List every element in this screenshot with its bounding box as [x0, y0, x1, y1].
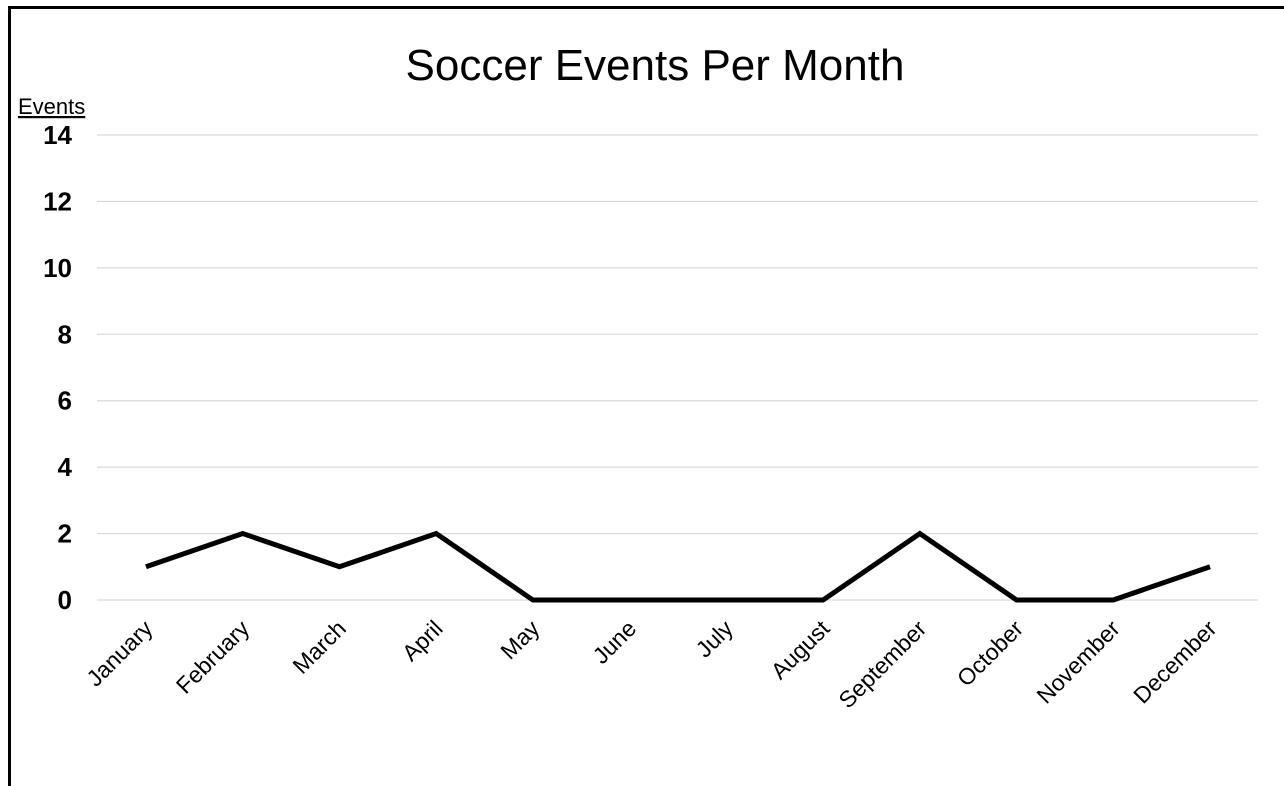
x-tick-label: June: [588, 615, 642, 669]
y-tick-label: 12: [43, 186, 72, 216]
y-tick-labels: 0 2 4 6 8 10 12 14: [43, 120, 72, 615]
x-tick-label: December: [1128, 615, 1222, 709]
series-group: [146, 533, 1210, 600]
y-tick-label: 14: [43, 120, 72, 150]
x-tick-label: July: [691, 615, 739, 663]
x-tick-label: March: [287, 615, 351, 679]
gridlines: [97, 135, 1258, 600]
chart-title: Soccer Events Per Month: [406, 41, 905, 90]
x-tick-label: May: [495, 615, 544, 664]
x-tick-label: April: [397, 615, 448, 666]
y-axis-label: Events: [18, 94, 85, 119]
y-tick-label: 10: [43, 253, 72, 283]
y-tick-label: 6: [58, 386, 72, 416]
x-tick-label: September: [833, 615, 931, 713]
y-tick-label: 0: [58, 585, 72, 615]
x-tick-label: October: [952, 615, 1028, 691]
series-line: [146, 534, 1210, 600]
x-tick-label: August: [766, 615, 835, 684]
x-tick-label: February: [171, 615, 255, 699]
y-tick-label: 4: [58, 452, 73, 482]
y-tick-label: 2: [58, 519, 72, 549]
x-tick-label: November: [1031, 615, 1125, 709]
x-tick-label: January: [81, 615, 158, 692]
y-tick-label: 8: [58, 319, 72, 349]
